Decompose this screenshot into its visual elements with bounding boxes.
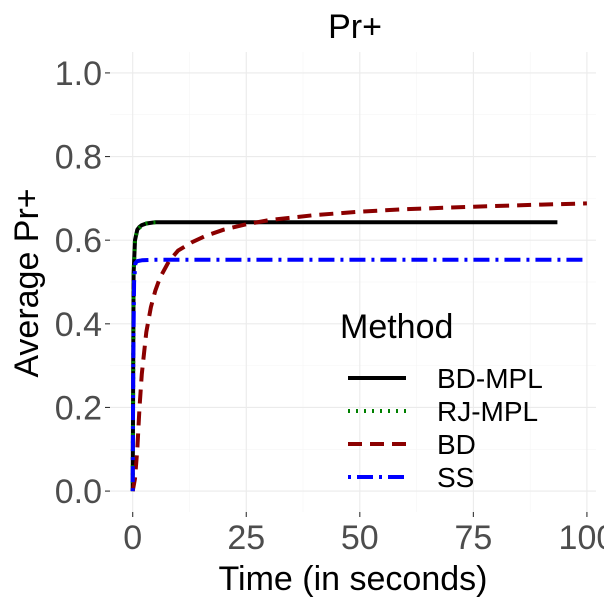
x-tick-label: 75 [454,519,492,557]
series-line-ss [130,257,587,492]
series-line-rj-mpl [130,220,161,492]
y-tick-label: 1.0 [55,55,102,93]
y-axis-title: Average Pr+ [8,188,46,377]
y-tick-label: 0.4 [55,306,102,344]
legend-title: Method [340,308,453,346]
legend-label-ss: SS [437,462,474,493]
y-tick-label: 0.2 [55,389,102,427]
grid [110,52,596,512]
y-tick-label: 0.0 [55,473,102,511]
chart-title: Pr+ [328,8,382,46]
x-tick-label: 50 [341,519,379,557]
x-axis-title: Time (in seconds) [219,560,488,598]
legend-label-rj-mpl: RJ-MPL [437,396,538,427]
axes: 0 25 50 75 100 0.0 0.2 0.4 0.6 0.8 1.0 [55,55,604,557]
series-line-bd-mpl [130,220,558,492]
x-tick-label: 100 [559,519,604,557]
series-line-bd [130,201,587,492]
y-tick-label: 0.6 [55,222,102,260]
legend-label-bd: BD [437,429,476,460]
x-tick-label: 25 [227,519,265,557]
legend-label-bd-mpl: BD-MPL [437,363,543,394]
y-tick-label: 0.8 [55,139,102,177]
x-tick-label: 0 [123,519,142,557]
series-lines [130,201,587,492]
